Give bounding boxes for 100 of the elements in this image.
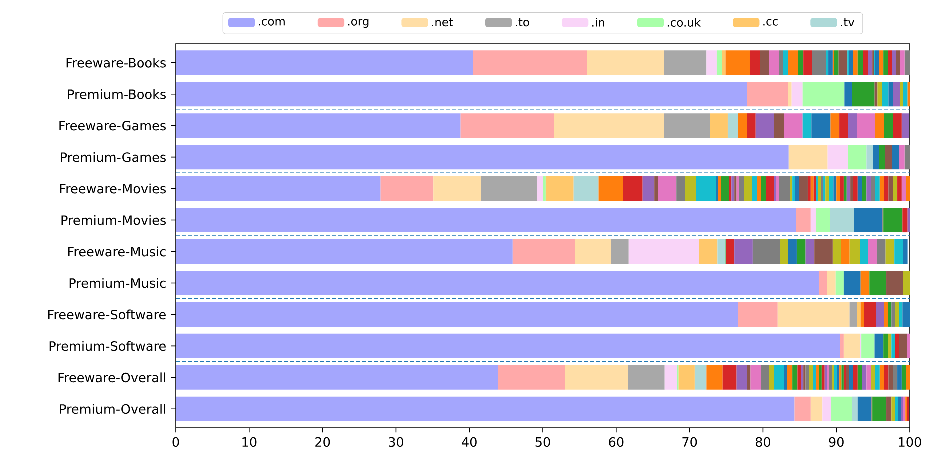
bar	[694, 365, 707, 390]
bar	[871, 176, 876, 202]
bar	[747, 82, 788, 107]
bar	[574, 176, 599, 202]
bar	[884, 176, 889, 202]
x-tick-label: 40	[462, 437, 477, 448]
bar	[798, 365, 802, 390]
legend-label: .to	[516, 18, 530, 27]
y-tick-label: Freeware-Software	[48, 310, 166, 320]
bar	[876, 365, 880, 390]
bar	[822, 396, 832, 422]
bar	[844, 270, 861, 296]
bar	[747, 114, 756, 138]
bar	[575, 239, 612, 264]
legend-label: .net	[432, 18, 454, 27]
bar	[664, 114, 710, 138]
bar	[761, 365, 770, 390]
bar	[718, 176, 722, 202]
bar	[886, 270, 904, 296]
bar	[728, 114, 738, 138]
bar	[908, 82, 910, 107]
bar	[734, 239, 753, 264]
bar	[898, 145, 905, 170]
y-tick-label: Freeware-Music	[68, 246, 166, 257]
bar	[894, 239, 904, 264]
bar	[826, 176, 830, 202]
bar	[176, 114, 461, 138]
bar	[876, 239, 886, 264]
bar	[784, 365, 788, 390]
y-tick-label: Premium-Books	[68, 89, 166, 100]
bar	[481, 176, 538, 202]
bar	[813, 365, 816, 390]
bar	[678, 365, 695, 390]
bar	[554, 114, 664, 138]
y-tick-label: Premium-Music	[70, 278, 166, 288]
bar	[844, 365, 846, 390]
bar	[537, 176, 544, 202]
bar	[176, 302, 738, 327]
bar	[750, 365, 762, 390]
legend-label: .in	[592, 18, 604, 27]
bar	[176, 50, 474, 76]
bar	[628, 239, 700, 264]
bar	[716, 50, 722, 76]
bar	[512, 239, 576, 264]
bar	[565, 365, 628, 390]
legend-label: .tv	[841, 18, 855, 26]
bar	[816, 208, 830, 233]
bar	[176, 270, 819, 296]
bar	[176, 239, 513, 264]
bar	[852, 396, 858, 422]
bar	[816, 365, 819, 390]
bar	[738, 302, 778, 327]
legend-label: .com	[259, 19, 285, 26]
x-tick-label: 20	[316, 437, 330, 448]
bar	[611, 239, 629, 264]
bar	[784, 114, 803, 138]
bar	[808, 176, 811, 202]
legend-label: .co.uk	[668, 18, 702, 27]
bar	[706, 50, 717, 76]
bar	[906, 176, 910, 202]
bar	[827, 270, 836, 296]
bar	[628, 365, 665, 390]
bar	[380, 176, 434, 202]
legend-label: .cc	[764, 19, 778, 26]
bar	[850, 302, 858, 327]
y-tick-label: Freeware-Movies	[60, 184, 166, 194]
bar	[546, 176, 574, 202]
bar	[778, 302, 850, 327]
bar	[873, 145, 880, 170]
bar	[876, 302, 884, 327]
x-tick-label: 30	[389, 437, 404, 448]
bar	[858, 396, 872, 422]
bar	[893, 176, 898, 202]
bar	[840, 334, 844, 358]
bar	[498, 365, 566, 390]
bar	[722, 365, 737, 390]
bar	[831, 396, 852, 422]
bar	[888, 176, 894, 202]
bar	[844, 82, 852, 107]
bar	[810, 208, 816, 233]
bar	[732, 176, 735, 202]
bar	[696, 176, 716, 202]
y-tick-label: Premium-Software	[50, 341, 166, 352]
bar	[886, 396, 892, 422]
bar	[176, 176, 381, 202]
bar	[836, 270, 844, 296]
bar	[729, 176, 732, 202]
x-tick-label: 50	[536, 437, 550, 448]
bar	[769, 365, 774, 390]
bar	[726, 239, 735, 264]
y-tick-label: Freeware-Games	[60, 121, 166, 131]
bar	[176, 334, 840, 358]
bar	[830, 208, 854, 233]
bar	[796, 208, 811, 233]
bar	[543, 176, 546, 202]
bar	[460, 114, 554, 138]
x-tick-label: 70	[682, 437, 698, 448]
bar	[750, 50, 760, 76]
bar	[176, 365, 498, 390]
bar	[721, 176, 730, 202]
